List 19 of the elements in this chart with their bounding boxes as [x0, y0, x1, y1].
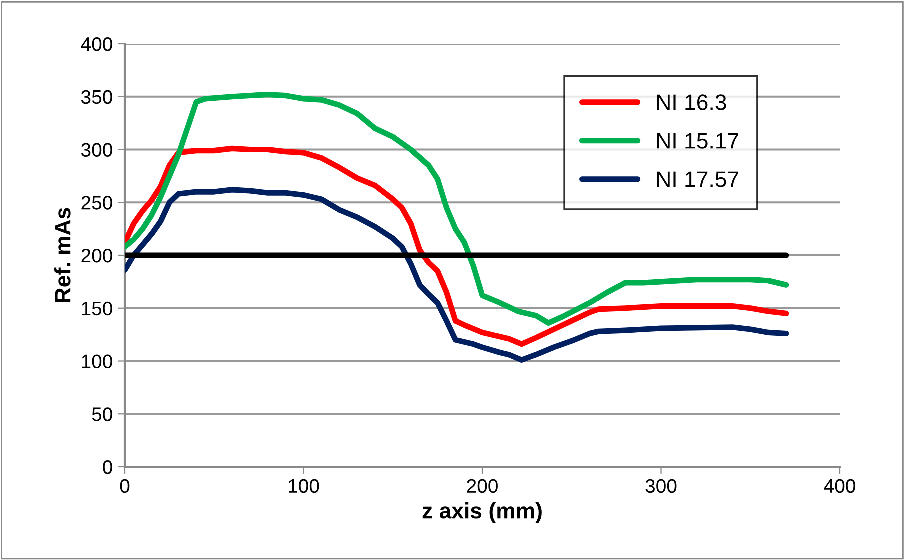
x-tick-label: 400: [824, 479, 856, 494]
y-tick-label: 250: [82, 196, 112, 210]
legend-label: NI 15.17: [657, 133, 738, 149]
x-axis-title: z axis (mm): [422, 502, 542, 524]
y-tick-label: 150: [82, 302, 112, 316]
legend-label: NI 16.3: [657, 94, 726, 110]
y-tick-label: 300: [81, 143, 112, 157]
legend-label: NI 17.57: [657, 172, 738, 188]
x-tick-label: 200: [467, 479, 498, 494]
y-tick-label: 50: [92, 408, 112, 422]
y-tick-label: 350: [81, 90, 112, 104]
x-tick-label: 100: [289, 479, 320, 494]
y-axis-title: Ref. mAs: [54, 208, 71, 302]
y-tick-label: 200: [82, 248, 112, 263]
y-tick-label: 400: [81, 37, 112, 52]
x-tick-label: 300: [646, 479, 677, 494]
y-tick-label: 0: [103, 460, 112, 474]
y-tick-label: 100: [82, 354, 112, 368]
x-tick-label: 0: [120, 479, 130, 494]
